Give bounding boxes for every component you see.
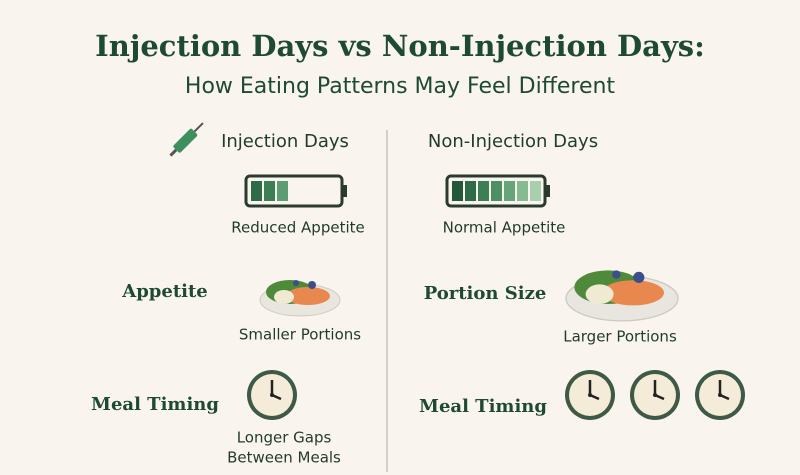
caption: Smaller Portions (239, 326, 361, 344)
battery-icon (445, 174, 550, 208)
caption: Reduced Appetite (231, 219, 364, 237)
row-label: Portion Size (424, 283, 547, 304)
row-label: Meal Timing (419, 396, 547, 417)
subtitle: How Eating Patterns May Feel Different (185, 74, 616, 99)
clock-icon (693, 368, 747, 422)
row-label: Meal Timing (91, 394, 219, 415)
plate-icon (259, 279, 341, 317)
column-heading: Non-Injection Days (428, 131, 598, 152)
caption: Longer Gaps (237, 429, 332, 447)
caption: Larger Portions (563, 328, 677, 346)
clock-icon (245, 368, 299, 422)
title: Injection Days vs Non-Injection Days: (95, 29, 705, 63)
plate-icon (565, 269, 679, 322)
clock-icon (628, 368, 682, 422)
row-label: Appetite (121, 281, 208, 302)
syringe-icon (169, 122, 204, 157)
caption: Between Meals (227, 449, 341, 467)
column-heading: Injection Days (221, 131, 349, 152)
clock-icon (563, 368, 617, 422)
caption: Normal Appetite (443, 219, 566, 237)
battery-icon (244, 174, 347, 208)
